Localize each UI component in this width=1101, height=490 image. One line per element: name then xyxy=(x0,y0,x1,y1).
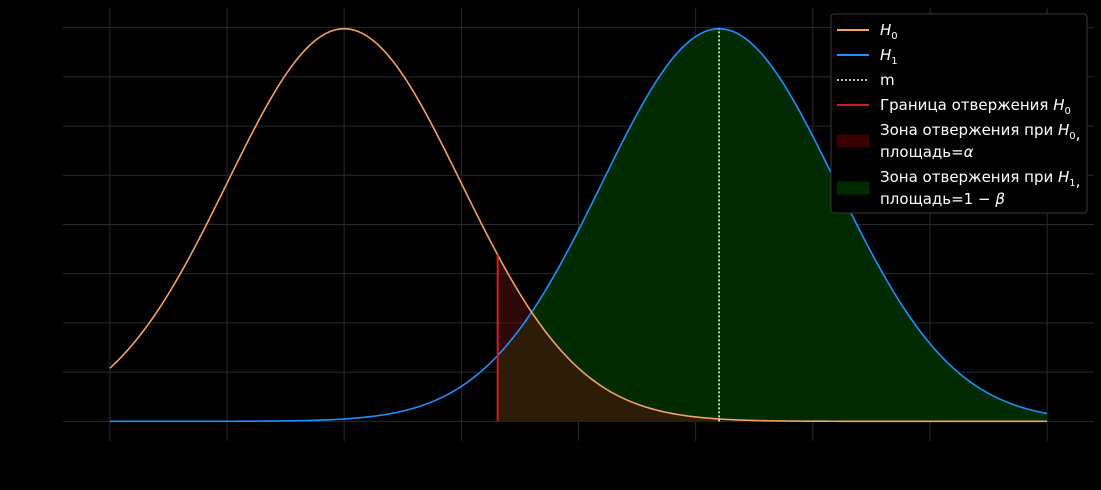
legend-handle-zone_h0 xyxy=(836,134,870,148)
legend-label-boundary: Граница отвержения H0 xyxy=(880,96,1071,117)
legend-label-h1: H1 xyxy=(880,46,898,67)
legend-box xyxy=(830,13,1088,214)
series-line-h1 xyxy=(109,27,1048,423)
legend-label-zone_h0: площадь=α xyxy=(880,143,974,161)
legend: H0 H1 m Граница отвержения H0 Зона отвержени… xyxy=(830,13,1088,214)
series-lines xyxy=(109,27,1048,423)
legend-label-h0: H0 xyxy=(880,21,898,42)
legend-handle-zone_h1 xyxy=(836,181,870,195)
legend-label-zone_h1: площадь=1 − β xyxy=(880,190,1005,208)
legend-label-zone_h1: Зона отвержения при H1, xyxy=(880,168,1080,190)
zone-fills xyxy=(497,28,1048,422)
legend-label-m: m xyxy=(880,71,895,89)
zone-h1-fill xyxy=(497,28,1048,422)
zone-h0-fill xyxy=(497,254,1048,422)
series-line-h0 xyxy=(109,27,1048,423)
legend-label-zone_h0: Зона отвержения при H0, xyxy=(880,121,1080,143)
